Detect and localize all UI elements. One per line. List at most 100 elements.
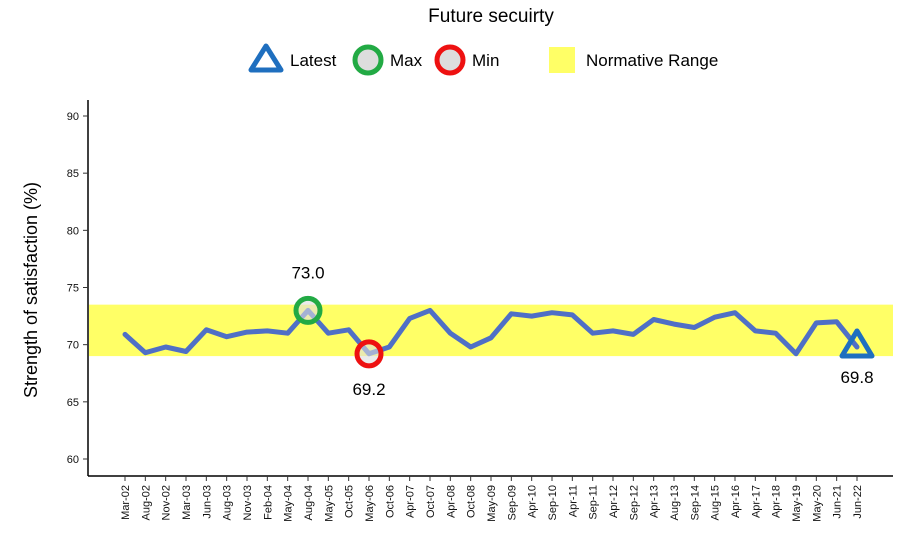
data-point (184, 349, 189, 354)
legend-min-marker (434, 44, 466, 76)
data-point (733, 310, 738, 315)
x-tick-label: Apr-12 (608, 485, 620, 518)
data-point (834, 319, 839, 324)
y-tick-label: 70 (67, 340, 79, 352)
data-point (773, 331, 778, 336)
x-tick-label: Jun-03 (201, 485, 213, 519)
y-tick-label: 80 (67, 225, 79, 237)
data-point (407, 316, 412, 321)
data-point (468, 344, 473, 349)
data-point (794, 351, 799, 356)
chart-title: Future secuirty (428, 6, 554, 27)
y-tick-label: 65 (67, 397, 79, 409)
series-line (122, 307, 860, 357)
x-tick-label: Oct-07 (425, 485, 437, 518)
x-tick-label: Sep-10 (547, 485, 559, 520)
data-point (611, 328, 616, 333)
x-tick-label: May-06 (364, 485, 376, 522)
x-tick-label: Sep-11 (588, 485, 600, 520)
min-marker (354, 339, 384, 369)
data-point (631, 332, 636, 337)
data-point (712, 315, 717, 320)
x-tick-label: Feb-04 (262, 485, 274, 520)
legend-min-label: Min (472, 51, 499, 70)
x-tick-label: Nov-02 (161, 485, 173, 520)
legend-latest-label: Latest (290, 51, 337, 70)
data-point (265, 328, 270, 333)
legend-normative-swatch (549, 47, 575, 73)
data-point (672, 322, 677, 327)
data-point (590, 331, 595, 336)
x-tick-label: Sep-12 (628, 485, 640, 520)
x-tick-label: Oct-05 (344, 485, 356, 518)
data-point (448, 331, 453, 336)
data-point (428, 308, 433, 313)
x-tick-label: Aug-15 (710, 485, 722, 520)
y-tick-label: 90 (67, 111, 79, 123)
data-point (285, 331, 290, 336)
series-layer (122, 307, 860, 357)
max-marker (293, 295, 323, 325)
data-point (163, 344, 168, 349)
legend: Latest Max Min Normative Range (248, 43, 718, 76)
data-point (489, 335, 494, 340)
data-point (143, 350, 148, 355)
x-tick-label: Apr-07 (405, 485, 417, 518)
x-tick-label: Apr-13 (649, 485, 661, 518)
data-point (204, 327, 209, 332)
legend-max-marker (352, 44, 384, 76)
annotation-layer: 73.0 69.2 69.8 (291, 263, 875, 399)
x-tick-label: Apr-17 (750, 485, 762, 518)
data-point (651, 317, 656, 322)
x-tick-label: Apr-11 (567, 485, 579, 517)
data-point (224, 334, 229, 339)
x-tick-label: May-09 (486, 485, 498, 522)
legend-max-label: Max (390, 51, 423, 70)
x-tick-label: May-05 (323, 485, 335, 522)
x-tick-label: May-19 (791, 485, 803, 522)
x-tick-label: Aug-02 (140, 485, 152, 520)
x-tick-label: May-20 (811, 485, 823, 522)
x-tick-label: Mar-02 (120, 485, 132, 520)
latest-value-label: 69.8 (840, 368, 873, 387)
data-point (692, 325, 697, 330)
x-tick-label: May-04 (283, 485, 295, 522)
x-tick-label: Aug-03 (222, 485, 234, 520)
data-point (814, 320, 819, 325)
x-tick-label: Oct-06 (384, 485, 396, 518)
legend-normative-label: Normative Range (586, 51, 718, 70)
data-point (346, 327, 351, 332)
x-tick-label: Mar-03 (181, 485, 193, 520)
data-point (570, 312, 575, 317)
x-tick-label: Sep-09 (506, 485, 518, 520)
max-value-label: 73.0 (291, 263, 324, 282)
x-tick-label: Apr-08 (445, 485, 457, 518)
data-point (529, 314, 534, 319)
data-point (245, 330, 250, 335)
x-tick-label: Aug-04 (303, 485, 315, 520)
x-tick-label: Nov-03 (242, 485, 254, 520)
x-tick-label: Jun-22 (852, 485, 864, 519)
x-tick-label: Oct-08 (466, 485, 478, 518)
latest-marker (839, 328, 875, 359)
data-point (509, 311, 514, 316)
data-point (753, 328, 758, 333)
x-tick-label: Apr-16 (730, 485, 742, 518)
x-tick-label: Apr-10 (527, 485, 539, 518)
legend-latest-marker (248, 43, 284, 73)
x-tick-label: Sep-14 (689, 485, 701, 520)
y-tick-label: 60 (67, 454, 79, 466)
data-point (123, 332, 128, 337)
data-point (326, 331, 331, 336)
y-axis-label: Strength of satisfaction (%) (21, 182, 41, 398)
axes: 60 65 70 75 80 85 90 Mar-02 Aug-02 Nov-02 Mar-03 Ju… (67, 100, 893, 522)
min-value-label: 69.2 (352, 380, 385, 399)
data-point (550, 310, 555, 315)
x-tick-label: Apr-18 (771, 485, 783, 518)
x-tick-label: Jun-21 (832, 485, 844, 519)
data-point (387, 344, 392, 349)
y-tick-label: 75 (67, 283, 79, 295)
data-point (855, 344, 860, 349)
x-tick-label: Aug-13 (669, 485, 681, 520)
